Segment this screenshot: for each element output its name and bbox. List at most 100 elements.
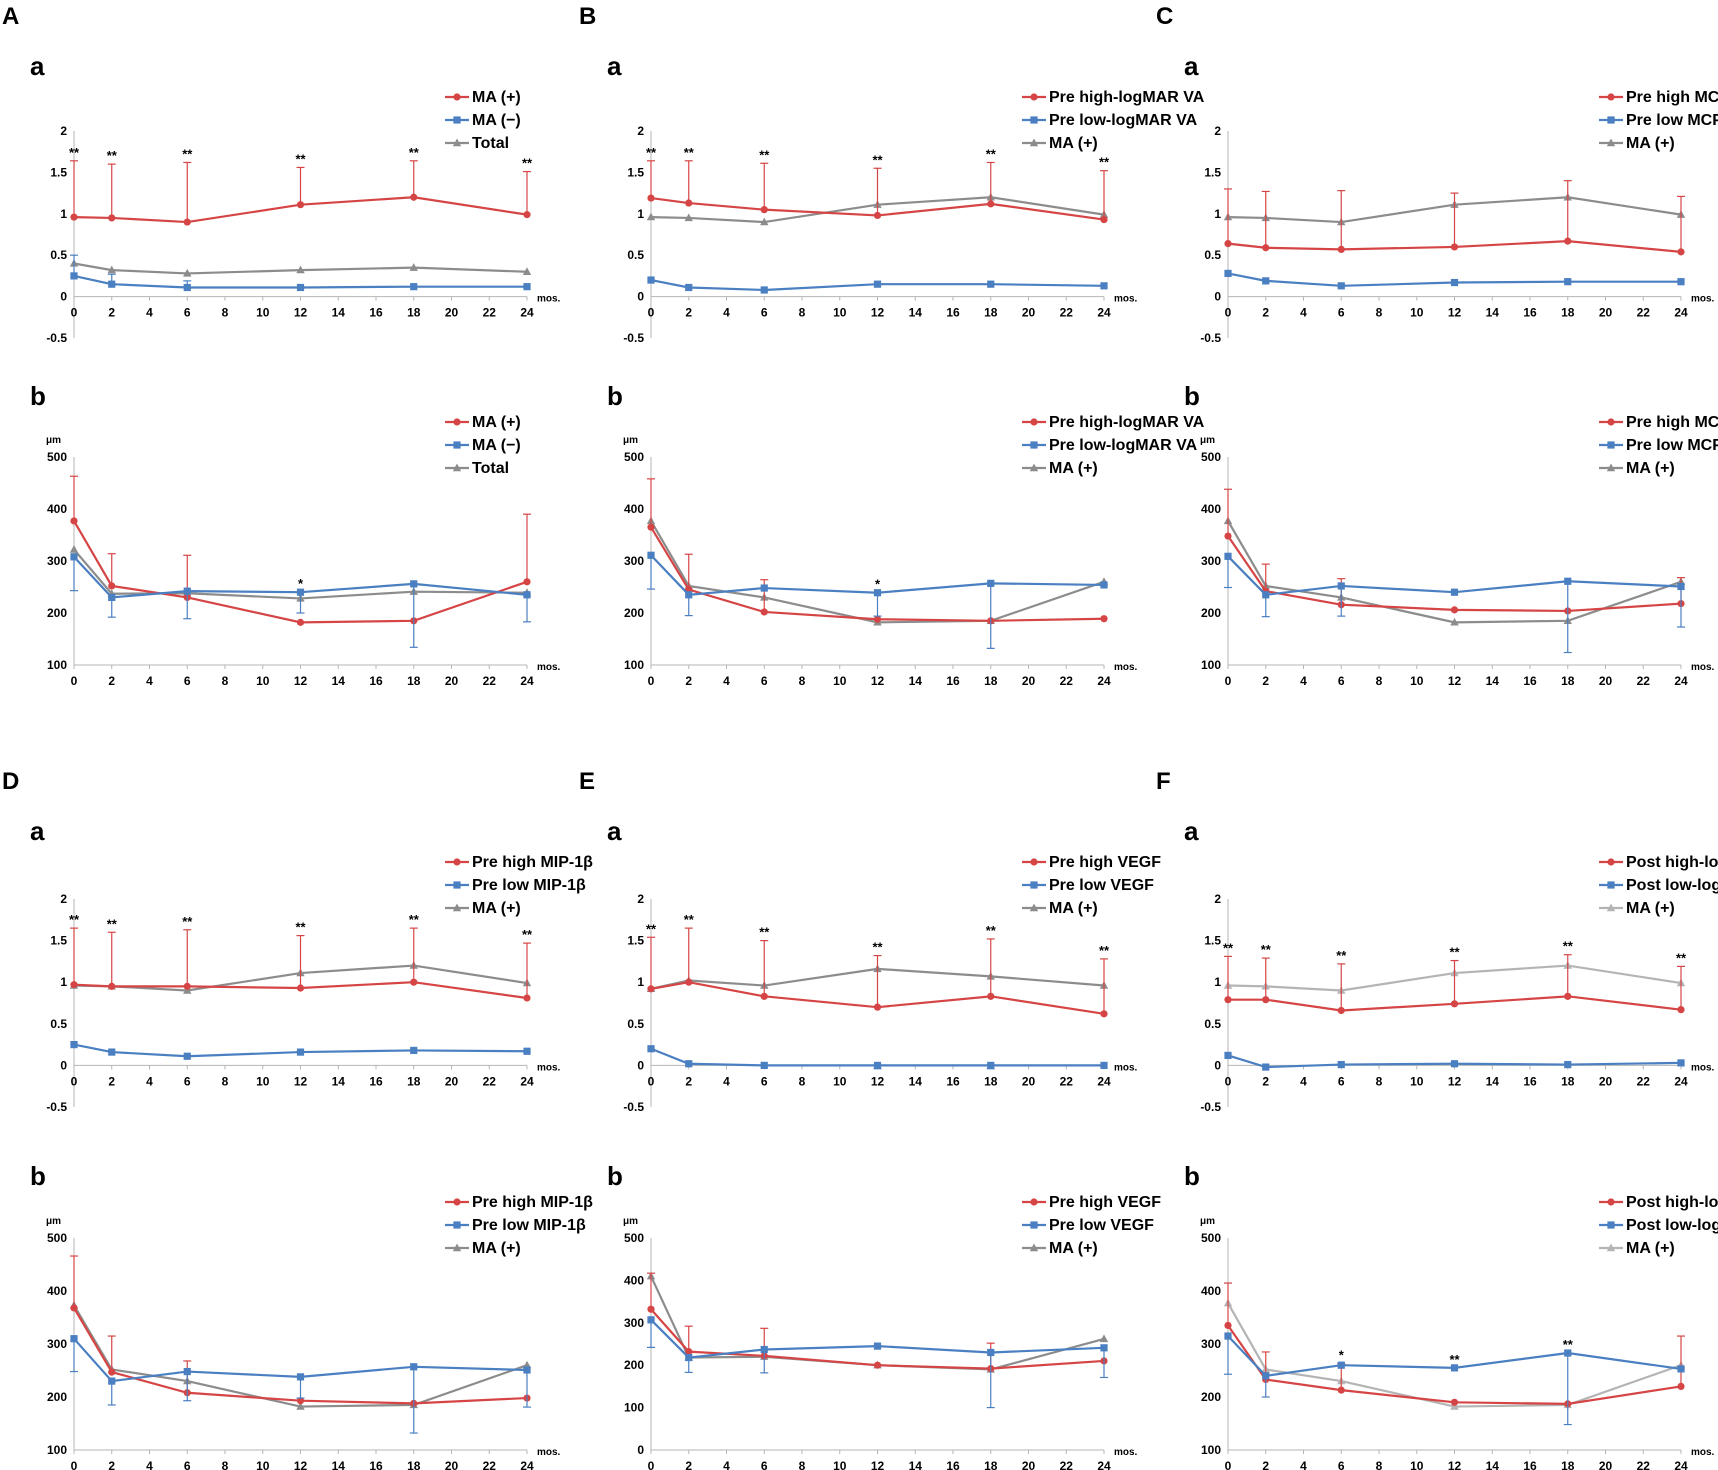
y-tick-label: 0 [60, 1058, 67, 1072]
significance-marker: ** [684, 912, 695, 927]
data-point [987, 1348, 995, 1357]
y-tick-label: 400 [1201, 502, 1221, 516]
y-tick-label: 0 [60, 290, 67, 304]
x-tick-label: 16 [369, 1459, 383, 1470]
chart-a-a: a21.510.50-0.50 2 4 6 8 10 12 14 16 18 20 22 24mos.*… [30, 51, 561, 345]
x-tick-label: 2 [108, 674, 115, 688]
x-tick-label: 22 [483, 674, 497, 688]
x-tick-label: 8 [1376, 674, 1383, 688]
x-tick-label: 0 [71, 674, 78, 688]
x-tick-label: 20 [445, 306, 459, 320]
data-point [70, 272, 78, 280]
legend: MA (+) MA (−) Total [445, 414, 521, 477]
significance-marker: ** [1223, 940, 1234, 955]
data-point [873, 1342, 882, 1350]
y-tick-label: 0.5 [1204, 248, 1221, 262]
x-tick-label: 18 [407, 1459, 421, 1470]
y-tick-label: 1 [60, 207, 67, 221]
x-tick-label: 2 [685, 1074, 692, 1088]
x-tick-label: 2 [1262, 674, 1269, 688]
data-point [1262, 277, 1270, 285]
x-tick-label: 22 [1637, 306, 1651, 320]
x-tick-label: 22 [483, 1459, 497, 1470]
x-tick-label: 8 [799, 306, 806, 320]
data-point [1450, 606, 1459, 614]
data-point [296, 265, 305, 274]
significance-marker: ** [986, 923, 997, 938]
x-tick-label: 20 [1022, 674, 1036, 688]
legend-label: Pre low MCP-1 [1626, 112, 1718, 129]
y-tick-label: 2 [637, 124, 644, 138]
x-tick-label: 0 [648, 1074, 655, 1088]
x-tick-label: 4 [146, 1459, 153, 1470]
x-tick-label: 18 [407, 306, 421, 320]
legend-marker [1607, 1221, 1615, 1229]
x-tick-label: 24 [520, 306, 534, 320]
x-unit-label: mos. [1114, 1447, 1138, 1458]
y-tick-label: 200 [1201, 606, 1221, 620]
series-line [73, 274, 527, 289]
legend-label: Pre low MIP-1β [472, 1217, 586, 1234]
data-point [523, 1047, 531, 1055]
y-tick-label: -0.5 [1200, 331, 1221, 345]
legend-marker [1030, 116, 1038, 124]
data-point [1450, 1000, 1459, 1008]
legend-label: Post low-logMAR VA [1626, 1217, 1718, 1234]
data-point [1224, 996, 1232, 1004]
x-unit-label: mos. [1691, 1447, 1715, 1458]
x-tick-label: 14 [909, 1459, 923, 1470]
data-point [647, 194, 655, 202]
legend: Pre high-logMAR VA Pre low-logMAR VA MA (+… [1022, 89, 1205, 152]
x-tick-label: 14 [909, 306, 923, 320]
series-line [73, 556, 528, 599]
y-tick-label: -0.5 [46, 331, 67, 345]
data-point [1337, 1386, 1345, 1394]
series-line [1227, 964, 1682, 992]
x-tick-label: 16 [369, 674, 383, 688]
series-line [1227, 240, 1682, 253]
significance-marker: ** [1563, 939, 1574, 954]
data-point [1564, 278, 1572, 286]
legend-marker [1030, 881, 1038, 889]
significance-marker: ** [69, 145, 80, 160]
x-tick-label: 6 [184, 306, 191, 320]
series-pre-low-vegf [647, 1316, 1108, 1409]
data-point [296, 588, 305, 596]
x-unit-label: mos. [1691, 662, 1715, 673]
data-point [108, 280, 116, 288]
x-tick-label: 16 [1523, 1074, 1537, 1088]
x-tick-label: 12 [871, 306, 885, 320]
x-tick-label: 2 [685, 1459, 692, 1470]
legend-label: MA (+) [1049, 1240, 1098, 1257]
data-point [183, 283, 191, 292]
x-unit-label: mos. [537, 662, 561, 673]
series-line [650, 967, 1105, 990]
significance-marker: ** [759, 925, 770, 940]
y-tick-label: 400 [1201, 1284, 1221, 1298]
series-line [73, 262, 528, 275]
x-tick-label: 10 [833, 306, 847, 320]
y-tick-label: 1 [60, 975, 67, 989]
x-tick-label: 16 [946, 674, 960, 688]
x-tick-label: 12 [294, 306, 308, 320]
y-unit-label: μm [46, 435, 61, 446]
x-tick-label: 24 [1097, 1459, 1111, 1470]
data-point [523, 211, 531, 219]
x-tick-label: 20 [1599, 1459, 1613, 1470]
series-line [73, 981, 528, 1000]
legend-item: MA (+) [1022, 460, 1098, 477]
x-tick-label: 22 [1060, 1074, 1074, 1088]
data-point [647, 1045, 655, 1053]
x-tick-label: 18 [407, 674, 421, 688]
x-tick-label: 12 [871, 1459, 885, 1470]
x-tick-label: 14 [1486, 674, 1500, 688]
y-tick-label: 500 [624, 450, 644, 464]
data-point [1100, 215, 1108, 224]
legend-item: Post low-logMAR VA [1599, 1217, 1718, 1234]
legend-marker [1607, 858, 1615, 866]
y-tick-label: 2 [60, 892, 67, 906]
significance-marker: ** [646, 921, 657, 936]
legend: Post high-logMAR VA Post low-logMAR VA MA … [1599, 854, 1718, 917]
